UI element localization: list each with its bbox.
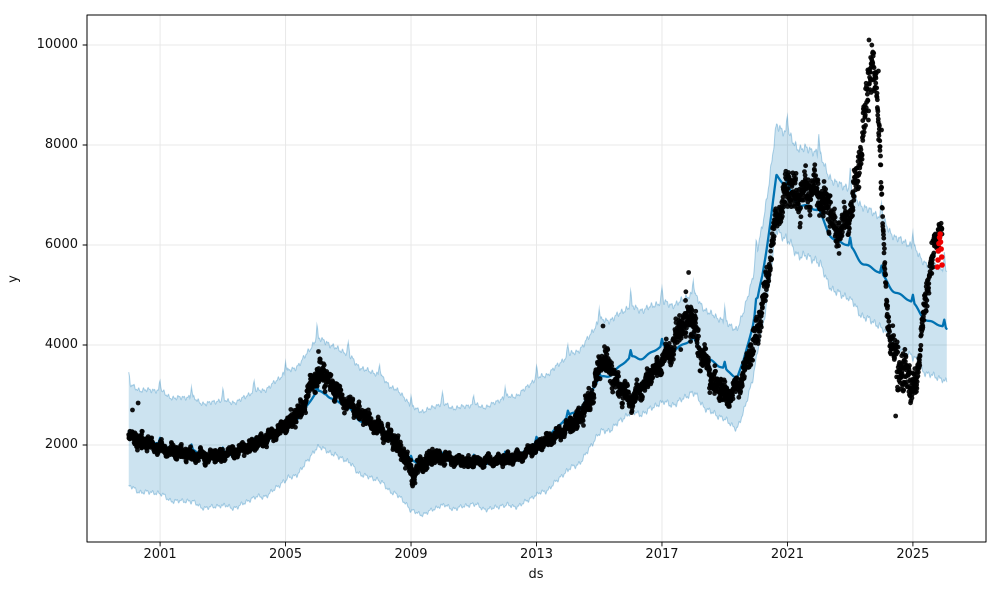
x-axis-label: ds <box>528 567 544 582</box>
x-tick-label: 2009 <box>394 547 428 562</box>
x-tick-label: 2001 <box>143 547 177 562</box>
x-tick-label: 2025 <box>896 547 930 562</box>
y-axis-label: y <box>6 275 21 283</box>
x-tick-label: 2005 <box>269 547 303 562</box>
y-tick-label: 6000 <box>44 237 78 252</box>
y-tick-label: 10000 <box>36 37 78 52</box>
x-tick-label: 2017 <box>645 547 679 562</box>
x-tick-label: 2013 <box>519 547 554 562</box>
y-tick-label: 2000 <box>44 437 78 452</box>
x-tick-label: 2021 <box>770 547 804 562</box>
y-tick-label: 8000 <box>44 137 78 152</box>
y-tick-label: 4000 <box>44 337 78 352</box>
